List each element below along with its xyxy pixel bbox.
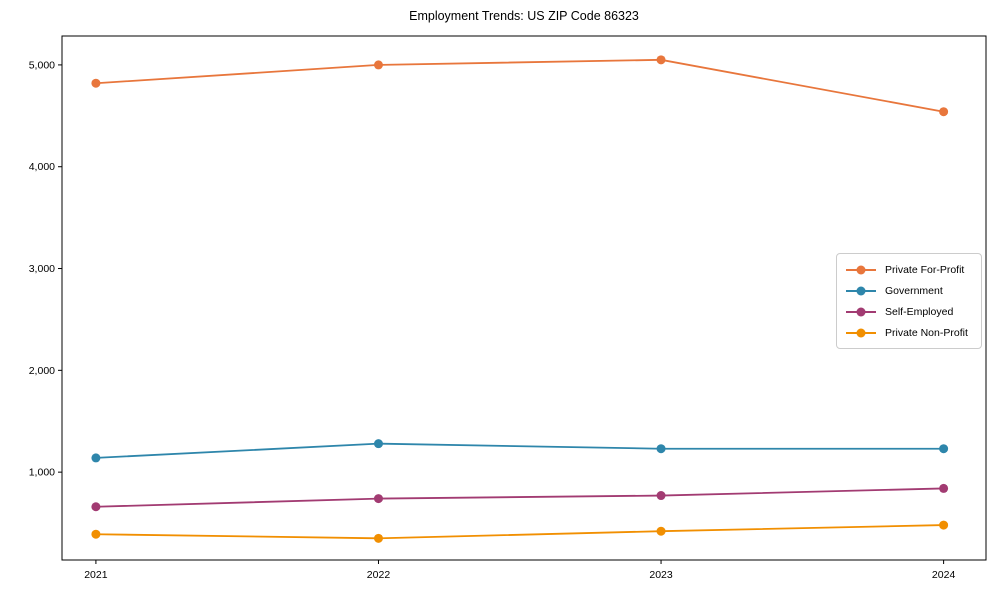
legend-item-self-employed: Self-Employed: [846, 303, 972, 320]
data-point-private-non-profit: [939, 520, 949, 530]
data-point-self-employed: [656, 491, 666, 501]
data-point-government: [939, 444, 949, 454]
legend-label: Government: [885, 284, 943, 297]
legend-item-government: Government: [846, 282, 972, 299]
series-line-self-employed: [95, 487, 944, 508]
legend-marker-dot-icon: [856, 265, 866, 274]
x-axis-tick-label: 2024: [932, 569, 956, 581]
data-point-private-for-profit: [91, 78, 101, 88]
legend-line-marker-icon: [846, 328, 876, 337]
data-point-self-employed: [373, 494, 383, 504]
data-point-private-non-profit: [91, 529, 101, 539]
data-point-government: [656, 444, 666, 454]
data-point-government: [91, 453, 101, 463]
legend-line-marker-icon: [846, 286, 876, 295]
legend-label: Private Non-Profit: [885, 326, 968, 339]
chart-title: Employment Trends: US ZIP Code 86323: [409, 9, 639, 23]
data-point-private-for-profit: [656, 55, 666, 65]
legend-label: Private For-Profit: [885, 263, 965, 276]
legend-line-marker-icon: [846, 265, 876, 274]
data-point-private-non-profit: [656, 526, 666, 536]
data-point-private-for-profit: [939, 107, 949, 117]
data-point-private-for-profit: [373, 60, 383, 70]
data-point-private-non-profit: [373, 533, 383, 543]
y-axis-tick-label: 2,000: [29, 365, 55, 377]
series-line-private-for-profit: [95, 58, 944, 113]
data-point-self-employed: [91, 502, 101, 512]
legend-marker-dot-icon: [856, 286, 866, 295]
legend-line-marker-icon: [846, 307, 876, 316]
series-line-government: [95, 442, 944, 459]
series-line-private-non-profit: [95, 524, 944, 540]
data-point-self-employed: [939, 483, 949, 493]
y-axis-tick-label: 4,000: [29, 161, 55, 173]
y-axis-tick-label: 3,000: [29, 263, 55, 275]
y-axis-tick-label: 1,000: [29, 467, 55, 479]
legend-label: Self-Employed: [885, 305, 954, 318]
chart-legend: Private For-Profit Government Self-Employe…: [836, 253, 982, 349]
y-axis-tick-label: 5,000: [29, 59, 55, 71]
x-axis-tick-label: 2023: [649, 569, 673, 581]
plot-border: [61, 35, 987, 561]
legend-marker-dot-icon: [856, 328, 866, 337]
data-point-government: [373, 439, 383, 449]
legend-item-private-for-profit: Private For-Profit: [846, 261, 972, 278]
x-axis-tick-label: 2022: [367, 569, 391, 581]
legend-item-private-non-profit: Private Non-Profit: [846, 324, 972, 341]
x-axis-tick-label: 2021: [84, 569, 108, 581]
legend-marker-dot-icon: [856, 307, 866, 316]
